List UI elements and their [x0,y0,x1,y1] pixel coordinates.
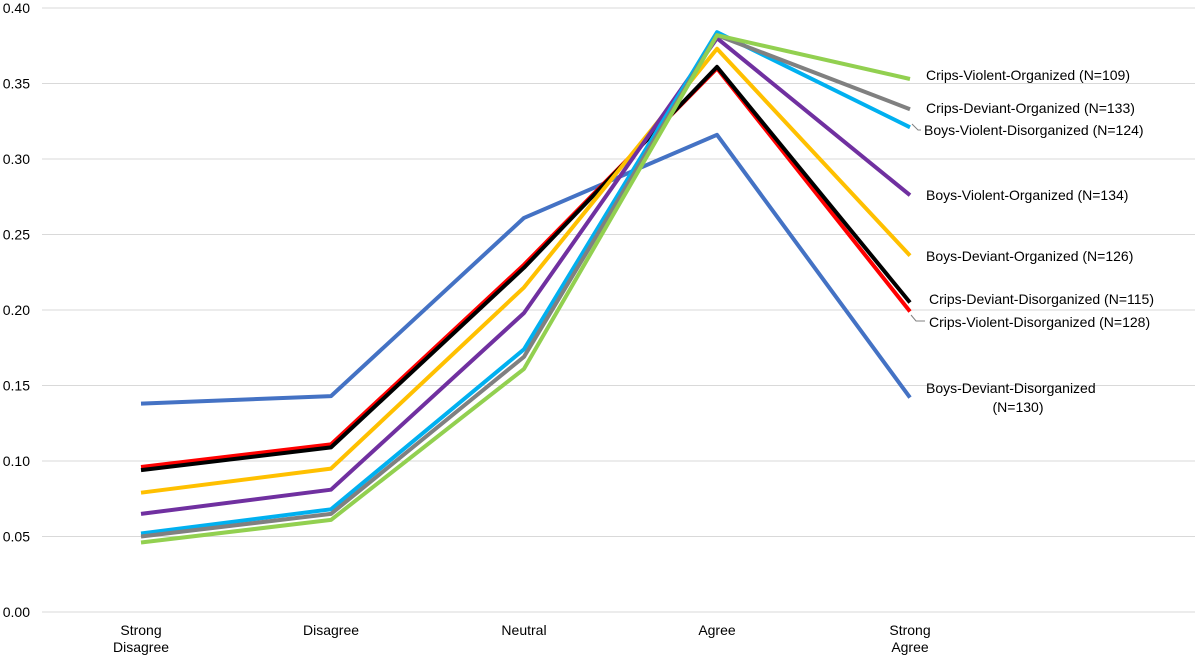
series-line-3 [140,46,912,495]
series-label-1: Crips-Violent-Disorganized (N=128) [929,314,1150,330]
series-line-1 [140,66,912,469]
y-tick-label: 0.15 [3,378,30,394]
y-tick-label: 0.00 [3,604,30,620]
x-category-label: Agree [698,622,736,638]
label-leader-line [911,123,921,131]
series-label-0: Boys-Deviant-Disorganized (N=130) [926,380,1096,415]
series-line-4 [140,36,912,516]
y-tick-label: 0.30 [3,151,30,167]
series-lines [140,30,912,545]
x-axis-category-labels: Strong Disagree Disagree Neutral Agree Strong… [113,622,931,655]
series-label-5: Boys-Violent-Disorganized (N=124) [924,122,1144,138]
x-category-label: Disagree [303,622,359,638]
series-line-2 [140,64,912,473]
y-tick-label: 0.40 [3,0,30,16]
x-category-label: Strong Disagree [113,622,169,655]
series-line-6 [140,33,911,539]
series-label-4: Boys-Violent-Organized (N=134) [926,187,1128,203]
series-label-3: Boys-Deviant-Organized (N=126) [926,248,1133,264]
series-labels: Boys-Deviant-Disorganized (N=130) Crips-Vi… [910,67,1154,415]
series-line-5 [140,30,911,536]
gridlines [42,7,1195,613]
x-category-label: Strong Agree [889,622,930,655]
series-label-2: Crips-Deviant-Disorganized (N=115) [929,291,1154,307]
y-tick-label: 0.05 [3,529,30,545]
y-axis-tick-labels: 0.00 0.05 0.10 0.15 0.20 0.25 0.30 0.35 0.40 [3,0,30,620]
y-tick-label: 0.20 [3,302,30,318]
series-line-0 [140,132,912,406]
series-label-7: Crips-Violent-Organized (N=109) [926,67,1130,83]
y-tick-label: 0.25 [3,227,30,243]
series-line-7 [140,33,911,545]
x-category-label: Neutral [501,622,546,638]
y-tick-label: 0.10 [3,453,30,469]
y-tick-label: 0.35 [3,76,30,92]
label-leader-line [910,314,925,322]
series-label-6: Crips-Deviant-Organized (N=133) [926,100,1135,116]
